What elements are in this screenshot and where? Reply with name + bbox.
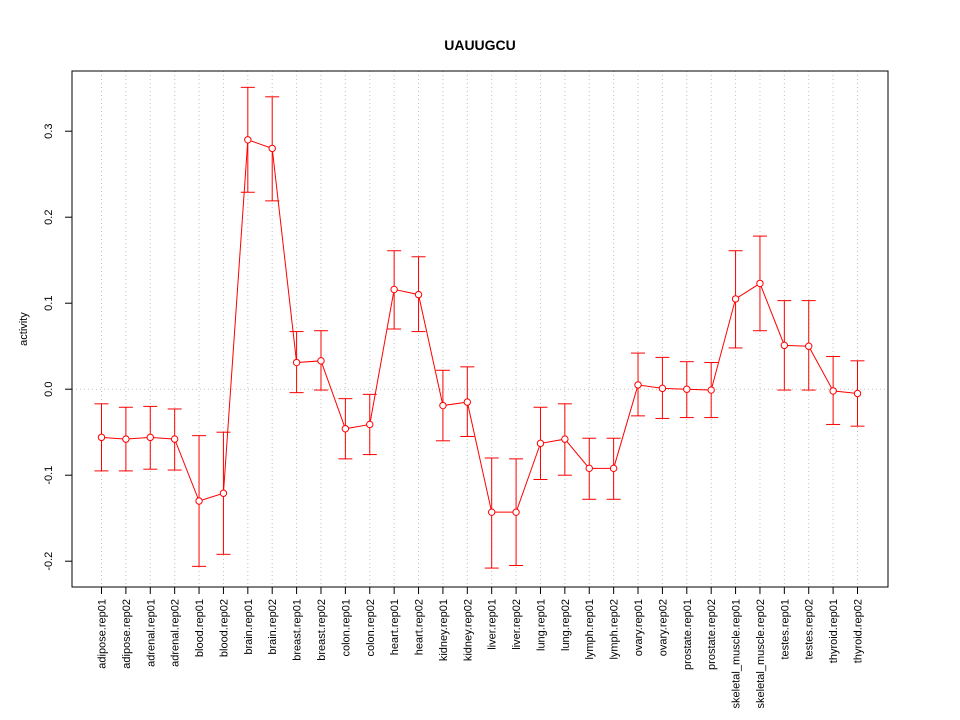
y-tick-label: 0.1 [43,296,55,311]
x-tick-label: blood.rep01 [194,599,206,657]
x-tick-label: liver.rep02 [511,599,523,650]
x-tick-label: heart.rep02 [414,599,426,655]
x-tick-label: adrenal.rep02 [170,599,182,667]
x-tick-label: breast.rep02 [316,599,328,661]
x-tick-label: lymph.rep01 [584,599,596,660]
data-point [244,136,252,144]
error-bar-layer [94,86,865,569]
data-point [780,341,789,350]
data-point [219,489,228,497]
x-tick-label: testes.rep01 [779,599,791,660]
series-line [101,139,858,513]
x-tick-label: liver.rep01 [487,599,499,650]
data-point [439,401,447,410]
x-tick-label: breast.rep01 [292,599,304,661]
x-tick-label: prostate.rep01 [682,599,694,670]
grid-layer [101,71,858,587]
point-layer [97,136,862,516]
data-point [707,386,715,394]
x-tick-label: lung.rep01 [535,599,547,651]
x-tick-label: colon.rep02 [365,599,377,657]
x-tick-label: lung.rep02 [560,599,572,651]
data-point [97,433,106,442]
x-tick-label: prostate.rep02 [706,599,718,670]
data-point [170,435,179,443]
data-point [487,508,496,516]
data-point [609,464,618,473]
data-point [829,387,837,395]
data-point [731,295,740,303]
data-point [390,285,398,294]
data-point [341,425,350,433]
y-tick-label: -0.2 [43,552,55,571]
x-tick-label: adipose.rep01 [97,599,109,669]
x-axis: adipose.rep01 adipose.rep02 adrenal.rep01 a… [97,586,865,708]
data-point [658,384,667,393]
x-tick-label: heart.rep01 [389,599,401,655]
data-point [634,381,642,389]
y-tick-label: -0.1 [43,466,55,485]
data-point [366,420,374,429]
y-axis: -0.2 -0.1 0.0 0.1 0.2 0.3 [43,124,73,571]
data-point [536,439,545,448]
data-point [561,435,569,443]
x-tick-label: ovary.rep01 [633,599,645,656]
x-tick-label: testes.rep02 [804,599,816,660]
x-tick-label: kidney.rep01 [438,599,450,661]
y-axis-label: activity [18,312,30,346]
data-point [195,497,203,505]
chart-title: UAUUGCU [444,37,516,53]
x-tick-label: skeletal_muscle.rep02 [755,599,767,708]
data-point [512,508,520,516]
x-tick-label: kidney.rep02 [462,599,474,661]
data-point [756,279,764,288]
y-tick-label: 0.0 [43,382,55,397]
x-tick-label: colon.rep01 [340,599,352,657]
plot-frame [71,70,889,588]
series-line-layer [101,139,858,513]
data-point [146,433,154,442]
data-point [585,464,593,473]
x-tick-label: skeletal_muscle.rep01 [731,599,743,708]
x-tick-label: brain.rep01 [243,599,255,655]
data-point [317,357,325,365]
data-point [853,389,862,398]
data-point [414,290,423,299]
x-tick-label: adrenal.rep01 [145,599,157,667]
data-point [805,342,813,350]
data-point [463,398,472,406]
x-tick-label: brain.rep02 [267,599,279,655]
y-tick-label: 0.2 [43,210,55,225]
x-tick-label: thyroid.rep02 [853,599,865,663]
data-point [122,435,130,443]
data-point [292,358,301,367]
y-tick-label: 0.3 [43,124,55,139]
x-tick-label: lymph.rep02 [609,599,621,660]
x-tick-label: ovary.rep02 [657,599,669,656]
x-tick-label: adipose.rep02 [121,599,133,669]
x-tick-label: blood.rep02 [218,599,230,657]
data-point [268,144,276,153]
x-tick-label: thyroid.rep01 [828,599,840,663]
data-point [683,385,691,393]
